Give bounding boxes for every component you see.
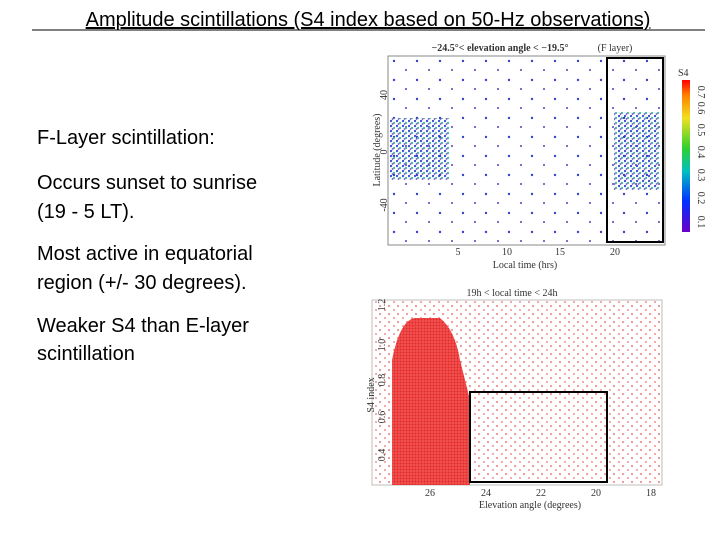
y-axis-label: S4 index <box>366 377 377 412</box>
point-line: Occurs sunset to sunrise <box>37 172 257 194</box>
y-tick-label: 0.6 <box>377 411 388 424</box>
y-axis-label: Latitude (degrees) <box>372 113 383 186</box>
point-cluster <box>390 118 450 180</box>
point-line: region (+/- 30 degrees). <box>37 272 247 294</box>
colorbar <box>682 80 690 232</box>
y-tick-label: 40 <box>379 90 390 100</box>
x-tick-label: 20 <box>610 247 620 258</box>
colorbar-tick-label: 0.5 <box>695 124 706 137</box>
colorbar-tick-label: 0.3 <box>695 169 706 182</box>
colorbar-tick-label: 0.2 <box>695 192 706 205</box>
x-tick-label: 24 <box>481 488 491 499</box>
x-tick-label: 10 <box>502 247 512 258</box>
y-tick-label: 0.4 <box>377 449 388 462</box>
colorbar-tick-label: 0.6 <box>695 102 706 115</box>
highlight-box <box>469 391 608 483</box>
colorbar-tick-label: 0.1 <box>695 216 706 229</box>
slide-title: Amplitude scintillations (S4 index based… <box>86 9 651 31</box>
point-line: (19 - 5 LT). <box>37 201 134 223</box>
figure-title: −24.5°< elevation angle < −19.5° <box>432 43 569 54</box>
y-tick-label: 0 <box>379 150 390 155</box>
colorbar-label: S4 <box>678 68 689 79</box>
x-tick-label: 18 <box>646 488 656 499</box>
point-line: Most active in equatorial <box>37 243 253 265</box>
x-tick-label: 22 <box>536 488 546 499</box>
figure-title: 19h < local time < 24h <box>467 288 558 299</box>
figure-subtitle: (F layer) <box>598 43 633 54</box>
point-line: scintillation <box>37 343 135 365</box>
y-tick-label: 0.8 <box>377 374 388 387</box>
point-cluster <box>392 318 470 485</box>
x-tick-label: 26 <box>425 488 435 499</box>
x-tick-label: 15 <box>555 247 565 258</box>
x-tick-label: 5 <box>456 247 461 258</box>
y-tick-label: 1.2 <box>377 299 388 312</box>
figure-top: −24.5°< elevation angle < −19.5° (F laye… <box>372 43 690 271</box>
heading: F-Layer scintillation: <box>37 127 215 149</box>
x-axis-label: Local time (hrs) <box>493 260 557 271</box>
x-tick-label: 20 <box>591 488 601 499</box>
colorbar-tick-label: 0.7 <box>695 86 706 99</box>
point-line: Weaker S4 than E-layer <box>37 315 249 337</box>
y-tick-label: -40 <box>379 198 390 211</box>
highlight-box <box>606 57 664 243</box>
colorbar-tick-label: 0.4 <box>695 146 706 159</box>
y-tick-label: 1.0 <box>377 339 388 352</box>
figure-bottom: 19h < local time < 24h S4 index Elevatio… <box>366 288 663 511</box>
x-axis-label: Elevation angle (degrees) <box>479 500 581 511</box>
point-cluster <box>614 112 660 190</box>
